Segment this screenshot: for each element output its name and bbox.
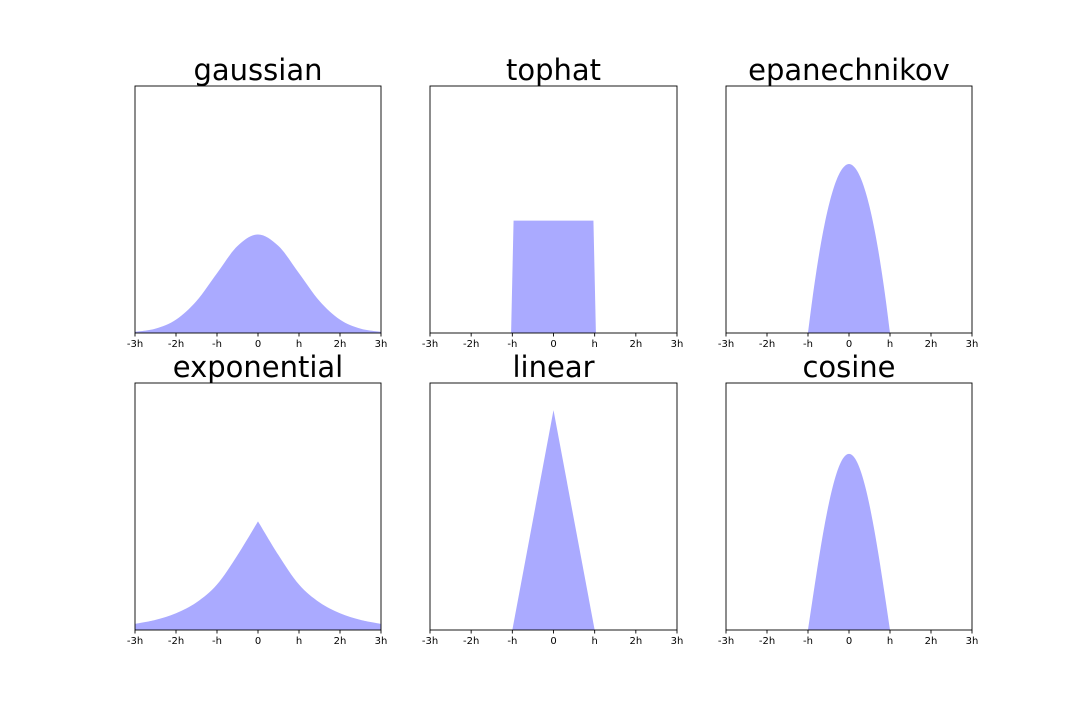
x-tick-label: 3h xyxy=(671,636,684,647)
panel-tophat: tophat -3h -2h -h 0 h 2h 3h xyxy=(422,53,684,350)
x-tick-label: 2h xyxy=(334,339,347,350)
x-tick-label: 2h xyxy=(629,339,642,350)
x-axis-ticks: -3h -2h -h 0 h 2h 3h xyxy=(127,333,388,350)
x-tick-label: -3h xyxy=(127,636,143,647)
panel-title-gaussian: gaussian xyxy=(194,53,323,87)
density-area-linear xyxy=(512,410,595,630)
x-tick-label: h xyxy=(591,636,597,647)
panel-cosine: cosine -3h -2h -h 0 h 2h 3h xyxy=(718,350,979,647)
panel-title-exponential: exponential xyxy=(173,350,344,384)
x-tick-label: -2h xyxy=(168,636,184,647)
x-tick-label: 3h xyxy=(375,339,388,350)
x-tick-label: 0 xyxy=(550,636,556,647)
panel-title-cosine: cosine xyxy=(802,350,895,384)
x-tick-label: 2h xyxy=(334,636,347,647)
x-tick-label: h xyxy=(296,636,302,647)
x-axis-ticks: -3h -2h -h 0 h 2h 3h xyxy=(422,630,684,647)
x-axis-ticks: -3h -2h -h 0 h 2h 3h xyxy=(718,630,979,647)
x-tick-label: 0 xyxy=(255,339,261,350)
panel-exponential: exponential -3h -2h -h 0 h 2h 3h xyxy=(127,350,388,647)
x-tick-label: -3h xyxy=(127,339,143,350)
x-tick-label: 0 xyxy=(846,339,852,350)
x-tick-label: -2h xyxy=(463,636,479,647)
x-tick-label: -2h xyxy=(168,339,184,350)
panel-epanechnikov: epanechnikov -3h -2h -h 0 h 2h 3h xyxy=(718,53,979,350)
density-area-tophat xyxy=(511,220,596,333)
x-tick-label: -h xyxy=(803,339,813,350)
density-area-exponential xyxy=(135,521,381,630)
x-tick-label: 3h xyxy=(966,339,979,350)
x-tick-label: 0 xyxy=(550,339,556,350)
x-axis-ticks: -3h -2h -h 0 h 2h 3h xyxy=(718,333,979,350)
x-tick-label: -h xyxy=(212,636,222,647)
density-area-epanechnikov xyxy=(808,164,890,333)
panel-title-tophat: tophat xyxy=(506,53,601,87)
x-tick-label: -h xyxy=(507,636,517,647)
x-tick-label: 3h xyxy=(966,636,979,647)
x-tick-label: 0 xyxy=(846,636,852,647)
x-tick-label: 3h xyxy=(671,339,684,350)
x-tick-label: -3h xyxy=(422,339,438,350)
panel-gaussian: gaussian -3h -2h -h 0 h 2h 3h xyxy=(127,53,388,350)
x-tick-label: h xyxy=(887,339,893,350)
x-tick-label: 2h xyxy=(925,636,938,647)
x-tick-label: h xyxy=(296,339,302,350)
x-tick-label: 0 xyxy=(255,636,261,647)
x-tick-label: -3h xyxy=(718,339,734,350)
panel-title-epanechnikov: epanechnikov xyxy=(748,53,950,87)
x-tick-label: h xyxy=(887,636,893,647)
x-axis-ticks: -3h -2h -h 0 h 2h 3h xyxy=(127,630,388,647)
x-tick-label: -2h xyxy=(463,339,479,350)
x-tick-label: -h xyxy=(803,636,813,647)
x-tick-label: -3h xyxy=(422,636,438,647)
panel-title-linear: linear xyxy=(512,350,594,384)
x-tick-label: 3h xyxy=(375,636,388,647)
x-tick-label: -2h xyxy=(759,636,775,647)
x-tick-label: -h xyxy=(507,339,517,350)
x-tick-label: -h xyxy=(212,339,222,350)
panel-linear: linear -3h -2h -h 0 h 2h 3h xyxy=(422,350,684,647)
x-tick-label: h xyxy=(591,339,597,350)
density-area-cosine xyxy=(808,453,890,630)
density-area-gaussian xyxy=(135,234,381,333)
x-axis-ticks: -3h -2h -h 0 h 2h 3h xyxy=(422,333,684,350)
x-tick-label: -3h xyxy=(718,636,734,647)
x-tick-label: -2h xyxy=(759,339,775,350)
x-tick-label: 2h xyxy=(925,339,938,350)
x-tick-label: 2h xyxy=(629,636,642,647)
